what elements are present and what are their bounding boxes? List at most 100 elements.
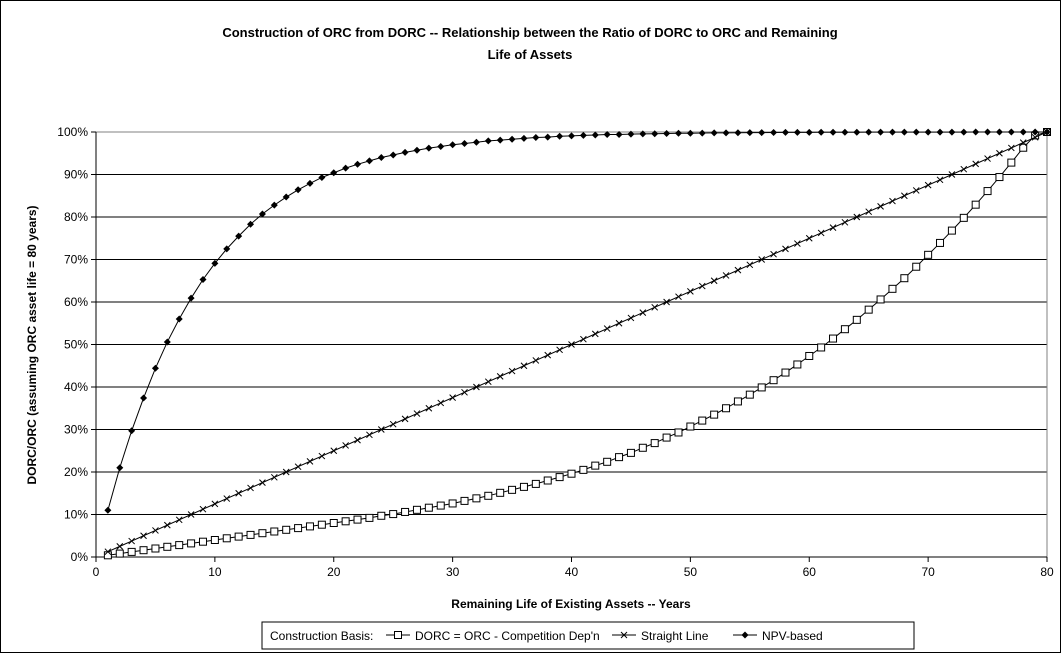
legend-box <box>261 621 915 650</box>
data-point <box>115 549 124 558</box>
legend-label: Straight Line <box>641 629 709 643</box>
data-point <box>412 505 421 514</box>
data-point <box>556 346 563 354</box>
data-point <box>710 277 718 285</box>
data-point <box>354 160 362 168</box>
data-point <box>294 186 302 194</box>
data-point <box>1019 139 1027 146</box>
data-point <box>698 282 706 290</box>
y-tick-label: 70% <box>64 253 88 267</box>
data-point <box>223 245 231 253</box>
legend-title: Construction Basis: <box>270 629 373 643</box>
legend-label: DORC = ORC - Competition Dep'n <box>415 629 600 643</box>
data-point <box>246 530 255 539</box>
data-point <box>626 448 635 457</box>
data-point <box>817 343 826 352</box>
data-point <box>318 452 326 460</box>
data-point <box>175 541 184 550</box>
data-point <box>282 525 291 534</box>
data-point <box>234 532 243 541</box>
data-point <box>151 364 159 372</box>
data-point <box>413 410 421 417</box>
data-point <box>425 404 433 412</box>
data-point <box>128 427 136 435</box>
data-point <box>734 266 742 274</box>
data-point <box>259 479 266 486</box>
x-tick-label: 10 <box>208 565 222 579</box>
data-point <box>282 468 290 476</box>
data-point <box>556 132 564 140</box>
x-tick-label: 80 <box>1040 565 1054 579</box>
data-point <box>603 457 612 466</box>
data-point <box>675 293 682 301</box>
data-point <box>924 128 932 136</box>
series-2 <box>104 128 1051 556</box>
data-point <box>687 288 694 295</box>
data-point <box>698 416 707 425</box>
data-point <box>163 521 171 529</box>
data-point <box>116 464 124 472</box>
data-point <box>496 488 505 497</box>
data-point <box>401 507 410 516</box>
y-tick-label: 10% <box>64 508 88 522</box>
data-point <box>947 226 956 235</box>
axes <box>91 131 1048 562</box>
data-point <box>104 506 112 514</box>
data-point <box>425 144 433 152</box>
x-tick-label: 40 <box>565 565 579 579</box>
data-point <box>888 284 897 293</box>
data-point <box>140 394 148 402</box>
data-point <box>793 128 801 136</box>
data-point <box>341 517 350 526</box>
data-point <box>210 536 219 544</box>
y-tick-label: 50% <box>64 338 88 352</box>
x-tick-label: 60 <box>803 565 817 579</box>
data-point <box>770 250 777 258</box>
data-point <box>983 187 992 196</box>
chart-title-line-2: Life of Assets <box>488 47 573 62</box>
data-point <box>627 130 635 138</box>
x-tick-label: 50 <box>684 565 698 579</box>
data-point <box>342 164 350 172</box>
data-point <box>972 128 980 136</box>
data-point <box>543 476 552 485</box>
data-point <box>413 146 421 154</box>
data-point <box>247 220 255 228</box>
data-point <box>853 128 861 136</box>
gridlines <box>96 131 1047 515</box>
data-point <box>461 139 469 147</box>
data-point <box>829 224 837 231</box>
data-point <box>889 197 896 205</box>
data-point <box>436 501 445 510</box>
data-point <box>1007 128 1015 136</box>
data-point <box>984 128 992 136</box>
data-point <box>651 303 659 311</box>
series-3 <box>104 128 1051 514</box>
data-point <box>876 295 885 304</box>
data-point <box>971 200 980 209</box>
data-point <box>781 128 789 136</box>
data-point <box>746 129 754 137</box>
data-point <box>151 544 160 553</box>
data-point <box>686 129 694 137</box>
data-point <box>829 128 837 136</box>
data-point <box>270 201 278 209</box>
data-point <box>401 148 409 156</box>
data-point <box>306 179 314 187</box>
data-point <box>568 341 575 348</box>
data-point <box>757 383 766 392</box>
data-point <box>163 542 172 551</box>
data-point <box>472 494 481 503</box>
data-point <box>722 129 730 137</box>
data-point <box>270 527 279 536</box>
data-point <box>758 129 766 137</box>
data-point <box>473 383 480 391</box>
data-point <box>817 229 825 237</box>
data-point <box>900 192 908 200</box>
data-point <box>568 132 575 140</box>
data-point <box>187 294 195 302</box>
legend-swatch-marker <box>741 631 749 639</box>
data-point <box>555 473 564 482</box>
data-point <box>1019 143 1028 152</box>
